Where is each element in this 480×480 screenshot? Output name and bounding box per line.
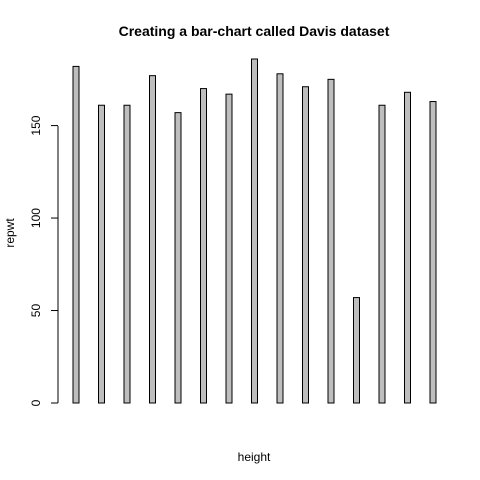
bar-2 bbox=[98, 104, 105, 404]
bar-1 bbox=[72, 65, 80, 404]
bar-15 bbox=[429, 101, 437, 404]
bar-6 bbox=[200, 88, 207, 404]
bar-9 bbox=[276, 73, 284, 404]
y-tick-label-0: 0 bbox=[29, 399, 43, 406]
bar-8 bbox=[251, 58, 258, 404]
y-tick-label-50: 50 bbox=[29, 304, 43, 318]
bar-7 bbox=[225, 93, 233, 404]
y-tick-label-100: 100 bbox=[29, 208, 43, 228]
x-axis-label: height bbox=[238, 450, 271, 464]
bar-5 bbox=[174, 112, 182, 404]
bar-14 bbox=[404, 91, 411, 404]
bar-11 bbox=[327, 78, 335, 404]
chart-title: Creating a bar-chart called Davis datase… bbox=[119, 23, 390, 39]
bar-3 bbox=[123, 104, 131, 404]
y-axis-label: repwt bbox=[3, 218, 17, 248]
y-tick-label-150: 150 bbox=[29, 115, 43, 135]
bars-layer bbox=[72, 58, 437, 404]
bar-13 bbox=[378, 104, 386, 404]
bar-10 bbox=[302, 86, 309, 404]
bar-12 bbox=[353, 297, 360, 404]
bar-4 bbox=[149, 75, 156, 404]
y-axis: 0 50 100 150 bbox=[29, 115, 59, 406]
